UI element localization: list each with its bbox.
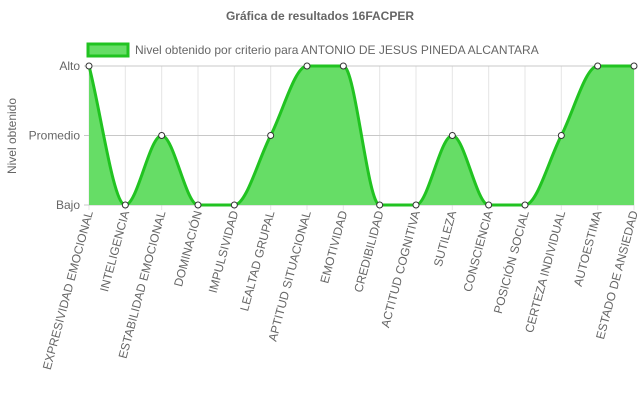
data-point — [267, 132, 275, 139]
y-tick-label: Promedio — [29, 129, 81, 143]
series-points — [85, 62, 638, 209]
y-tick-label: Alto — [59, 59, 80, 73]
x-tick-label: CONSCIENCIA — [460, 209, 495, 293]
y-tick-label: Bajo — [56, 198, 80, 212]
x-tick-label: EMOTIVIDAD — [317, 209, 350, 285]
legend-label: Nivel obtenido por criterio para ANTONIO… — [135, 43, 539, 57]
data-point — [557, 132, 565, 139]
x-tick-label: SUTILEZA — [431, 209, 459, 268]
data-point — [412, 201, 420, 209]
series-area — [87, 64, 634, 207]
data-point — [485, 201, 493, 209]
data-point — [303, 62, 311, 70]
data-point — [630, 62, 638, 70]
legend[interactable]: Nivel obtenido por criterio para ANTONIO… — [86, 42, 539, 58]
x-tick-label: ACTITUD COGNITIVA — [378, 209, 423, 329]
x-axis: EXPRESIVIDAD EMOCIONAL INTELIGENCIAESTABI… — [40, 209, 639, 372]
x-tick-label: DOMINACIÓN — [170, 209, 205, 288]
data-point — [594, 62, 602, 70]
y-axis: Bajo Promedio Alto — [29, 59, 81, 212]
x-tick-label: POSICIÓN SOCIAL — [490, 209, 532, 316]
data-point — [339, 62, 347, 70]
x-tick-label: LEALTAD GRUPAL — [237, 209, 277, 313]
legend-swatch — [86, 42, 130, 58]
data-point — [121, 201, 129, 209]
data-point — [521, 201, 529, 209]
data-point — [376, 201, 384, 209]
data-point — [158, 132, 166, 139]
data-point — [194, 201, 202, 209]
series-line — [87, 64, 634, 207]
y-axis-title: Nivel obtenido — [5, 98, 19, 174]
x-tick-label: AUTOESTIMA — [571, 209, 605, 288]
x-tick-label: EXPRESIVIDAD EMOCIONAL — [40, 209, 96, 371]
data-point — [85, 62, 93, 70]
x-tick-label: IMPULSIVIDAD — [206, 209, 242, 295]
x-tick-label: INTELIGENCIA — [97, 209, 132, 293]
data-point — [448, 132, 456, 139]
chart-title: Gráfica de resultados 16FACPER — [226, 9, 414, 23]
x-tick-label: CREDIBILIDAD — [351, 209, 386, 294]
data-point — [230, 201, 238, 209]
x-tick-label: CERTEZA INDIVIDUAL — [522, 209, 568, 334]
